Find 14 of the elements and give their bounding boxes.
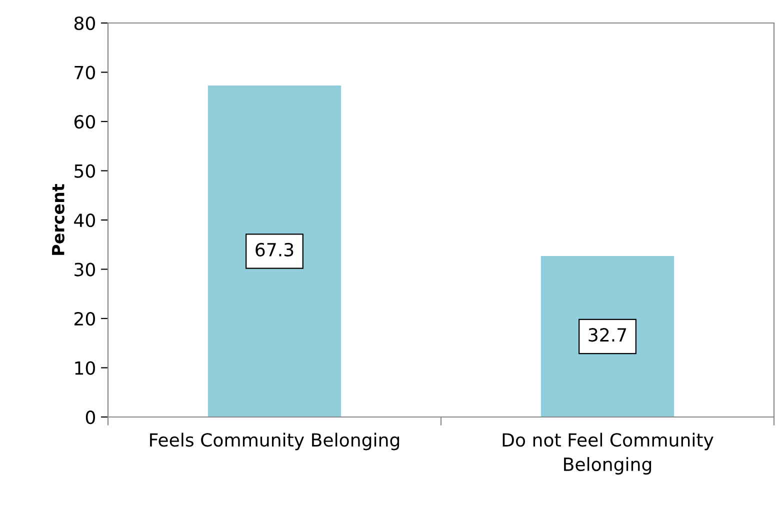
x-tick-label: Feels Community Belonging	[150, 432, 400, 450]
y-tick-label: 30	[74, 262, 95, 276]
data-label: 32.7	[588, 328, 626, 342]
x-tick-label: Do not Feel Community Belonging	[502, 432, 714, 475]
y-tick-label: 0	[86, 410, 95, 424]
y-axis-title: Percent	[52, 184, 64, 255]
y-tick-label: 50	[74, 164, 95, 178]
y-tick-label: 40	[74, 213, 95, 228]
y-tick-label: 70	[74, 66, 95, 80]
y-tick-label: 60	[74, 114, 95, 129]
y-tick-label: 20	[74, 312, 95, 326]
y-tick-label: 10	[75, 361, 95, 375]
data-label: 67.3	[256, 242, 294, 257]
y-tick-label: 80	[74, 16, 95, 30]
